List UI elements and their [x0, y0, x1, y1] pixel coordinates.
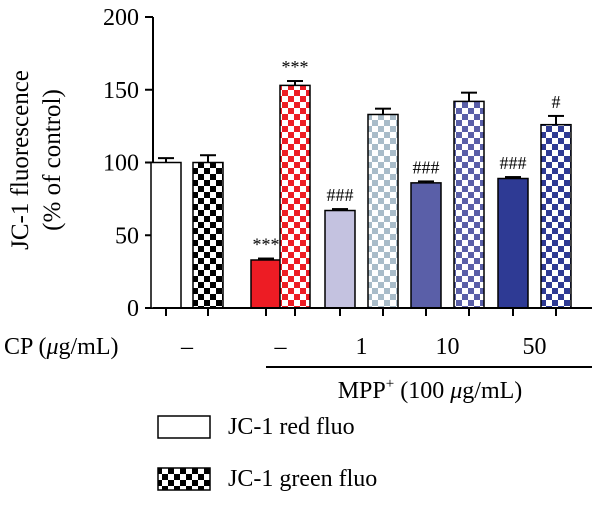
- cp-dose-label: 1: [356, 334, 368, 360]
- bar-green-fluo: [192, 161, 224, 309]
- significance-label: ***: [282, 57, 309, 77]
- y-tick-label: 50: [115, 223, 139, 249]
- bar-red-fluo: [410, 182, 442, 309]
- bar-red-fluo: [250, 259, 282, 309]
- cp-dose-label: –: [180, 334, 194, 360]
- bar-green-fluo: [367, 113, 399, 309]
- bar-red-fluo: [324, 209, 356, 309]
- legend: JC-1 red fluo JC-1 green fluo: [157, 414, 377, 492]
- y-axis-label-line1: JC-1 fluorescence: [7, 70, 34, 250]
- cp-row-label: CP (μg/mL): [4, 334, 119, 360]
- cp-dose-label: –: [274, 334, 288, 360]
- cp-dose-labels: – – 1 10 50: [180, 334, 547, 360]
- y-axis: 0 50 100 150 200: [103, 5, 154, 322]
- bar-green-fluo: [279, 84, 311, 309]
- cp-dose-label: 10: [436, 334, 460, 360]
- bar-red-fluo: [150, 161, 182, 309]
- cp-dose-label: 50: [523, 334, 547, 360]
- y-tick-label: 200: [103, 5, 139, 31]
- significance-label: ###: [413, 157, 440, 177]
- significance-marks: ******###### ####: [253, 57, 561, 255]
- legend-label: JC-1 red fluo: [228, 414, 355, 440]
- significance-label: ###: [327, 185, 354, 205]
- mpp-label: MPP+ (100 μg/mL): [338, 376, 523, 404]
- bar-green-fluo: [540, 123, 572, 309]
- significance-label: ###: [500, 153, 527, 173]
- y-tick-label: 100: [103, 151, 139, 177]
- y-tick-label: 0: [127, 296, 139, 322]
- legend-swatch: [157, 467, 211, 491]
- y-tick-label: 150: [103, 78, 139, 104]
- significance-label: ***: [253, 235, 280, 255]
- legend-swatch: [157, 415, 211, 439]
- bar-green-fluo: [453, 100, 485, 309]
- bars: [150, 84, 572, 316]
- y-axis-label-line2: (% of control): [39, 89, 66, 231]
- bar-red-fluo: [497, 177, 529, 309]
- error-bars: [158, 80, 564, 260]
- legend-label: JC-1 green fluo: [228, 466, 377, 492]
- significance-label: #: [552, 92, 561, 112]
